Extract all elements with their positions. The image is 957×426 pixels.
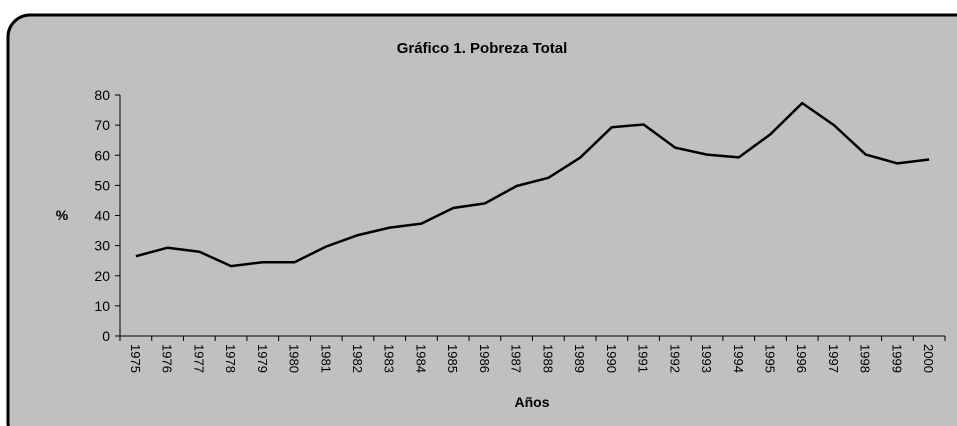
y-tick-label: 30 bbox=[94, 238, 110, 254]
x-tick-label: 1985 bbox=[445, 344, 460, 373]
x-axis-label: Años bbox=[515, 394, 550, 410]
y-tick-label: 70 bbox=[94, 117, 110, 133]
x-tick-label: 1976 bbox=[160, 344, 175, 373]
y-tick-label: 50 bbox=[94, 177, 110, 193]
x-tick-label: 1981 bbox=[318, 344, 333, 373]
x-tick-label: 1988 bbox=[540, 344, 555, 373]
x-tick-label: 1986 bbox=[477, 344, 492, 373]
y-axis-label: % bbox=[56, 207, 69, 223]
x-tick-label: 1982 bbox=[350, 344, 365, 373]
x-tick-label: 1998 bbox=[858, 344, 873, 373]
x-tick-label: 1989 bbox=[572, 344, 587, 373]
x-tick-label: 1994 bbox=[731, 344, 746, 373]
x-tick-label: 1990 bbox=[604, 344, 619, 373]
x-tick-label: 1997 bbox=[826, 344, 841, 373]
x-tick-label: 1980 bbox=[287, 344, 302, 373]
x-tick-label: 1977 bbox=[191, 344, 206, 373]
y-tick-label: 80 bbox=[94, 87, 110, 103]
x-tick-label: 1987 bbox=[509, 344, 524, 373]
x-tick-label: 1979 bbox=[255, 344, 270, 373]
y-tick-label: 40 bbox=[94, 208, 110, 224]
y-tick-label: 10 bbox=[94, 298, 110, 314]
x-tick-label: 1984 bbox=[413, 344, 428, 373]
chart-background bbox=[6, 13, 957, 426]
x-tick-label: 2000 bbox=[921, 344, 936, 373]
x-tick-label: 1978 bbox=[223, 344, 238, 373]
x-tick-label: 1999 bbox=[889, 344, 904, 373]
x-tick-label: 1975 bbox=[128, 344, 143, 373]
x-tick-label: 1995 bbox=[762, 344, 777, 373]
y-tick-label: 20 bbox=[94, 268, 110, 284]
data-line bbox=[135, 101, 930, 268]
x-tick-label: 1983 bbox=[382, 344, 397, 373]
x-tick-label: 1993 bbox=[699, 344, 714, 373]
x-tick-label: 1996 bbox=[794, 344, 809, 373]
chart-title: Gráfico 1. Pobreza Total bbox=[397, 40, 568, 57]
y-tick-label: 60 bbox=[94, 147, 110, 163]
x-tick-label: 1991 bbox=[636, 344, 651, 373]
y-tick-label: 0 bbox=[102, 328, 110, 344]
x-tick-label: 1992 bbox=[667, 344, 682, 373]
